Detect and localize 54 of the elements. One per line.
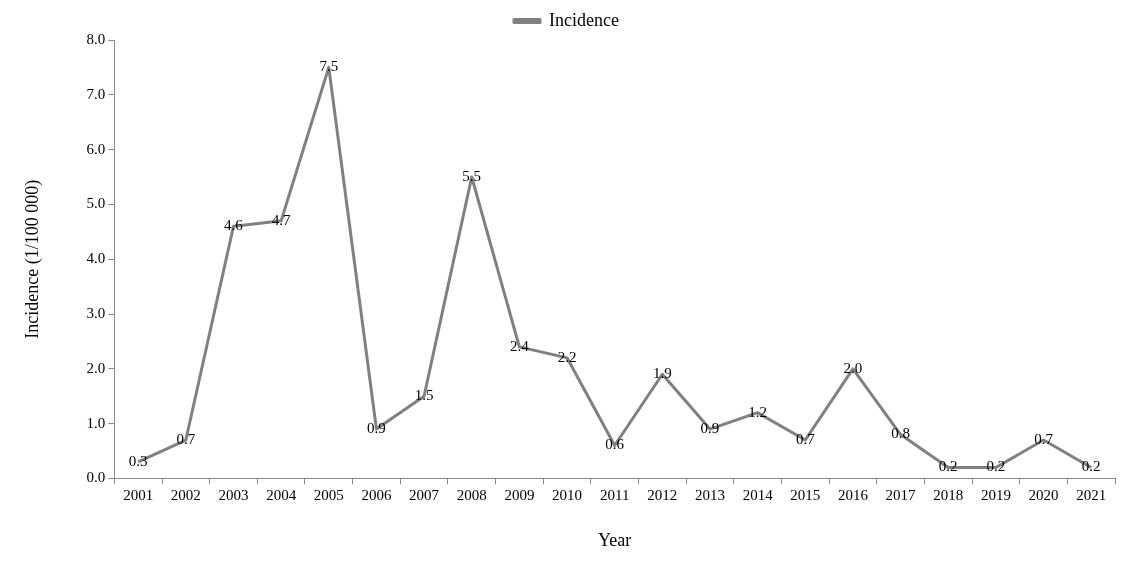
- data-label: 1.9: [652, 365, 672, 382]
- x-tick-label: 2020: [1028, 487, 1059, 504]
- x-tick-label: 2001: [123, 487, 154, 504]
- x-tick-label: 2008: [456, 487, 487, 504]
- x-axis-title: Year: [598, 529, 632, 550]
- x-tick-label: 2021: [1076, 487, 1107, 504]
- data-label: 4.6: [224, 217, 244, 234]
- data-label: 0.9: [367, 420, 386, 437]
- data-label: 0.7: [795, 430, 816, 447]
- x-tick-label: 2018: [933, 487, 964, 504]
- data-label: 5.5: [462, 167, 482, 184]
- y-tick-label: 1.0: [86, 414, 106, 431]
- x-tick-label: 2019: [980, 487, 1011, 504]
- data-label: 4.7: [271, 211, 291, 228]
- data-label: 7.5: [319, 58, 339, 75]
- data-label: 0.7: [176, 430, 196, 447]
- x-tick-label: 2006: [361, 487, 392, 504]
- x-tick-label: 2005: [313, 487, 344, 504]
- data-label: 2.2: [557, 348, 577, 365]
- y-tick-label: 4.0: [86, 250, 106, 267]
- x-tick-label: 2011: [599, 487, 630, 504]
- y-tick-label: 8.0: [86, 30, 106, 47]
- y-tick-label: 3.0: [86, 304, 106, 321]
- data-label: 1.5: [414, 387, 434, 404]
- data-label: 1.2: [748, 403, 767, 420]
- data-label: 0.3: [128, 452, 148, 469]
- data-label: 0.8: [891, 425, 910, 442]
- x-tick-label: 2007: [409, 487, 440, 504]
- legend-label: Incidence: [549, 9, 619, 30]
- data-label: 0.9: [700, 420, 720, 437]
- y-tick-label: 5.0: [86, 195, 106, 212]
- x-tick-label: 2010: [552, 487, 583, 504]
- data-label: 2.0: [843, 359, 863, 376]
- y-axis-title: Incidence (1/100 000): [21, 179, 43, 339]
- x-tick-label: 2004: [266, 487, 297, 504]
- data-label: 0.2: [986, 458, 1006, 475]
- x-tick-label: 2009: [504, 487, 535, 504]
- y-tick-label: 0.0: [86, 469, 106, 486]
- data-label: 0.2: [938, 458, 958, 475]
- data-label: 0.2: [1081, 458, 1101, 475]
- data-label: 0.7: [1034, 430, 1054, 447]
- data-label: 2.4: [510, 337, 530, 354]
- x-tick-label: 2017: [885, 487, 917, 504]
- data-label: 0.6: [605, 436, 625, 453]
- x-tick-label: 2003: [218, 487, 249, 504]
- y-tick-label: 2.0: [86, 359, 106, 376]
- x-tick-label: 2002: [170, 487, 201, 504]
- x-tick-label: 2012: [647, 487, 678, 504]
- y-tick-label: 7.0: [86, 85, 106, 102]
- x-tick-label: 2016: [837, 487, 869, 504]
- x-tick-label: 2014: [742, 487, 774, 504]
- x-tick-label: 2015: [790, 487, 821, 504]
- x-tick-label: 2013: [694, 487, 725, 504]
- y-tick-label: 6.0: [86, 140, 106, 157]
